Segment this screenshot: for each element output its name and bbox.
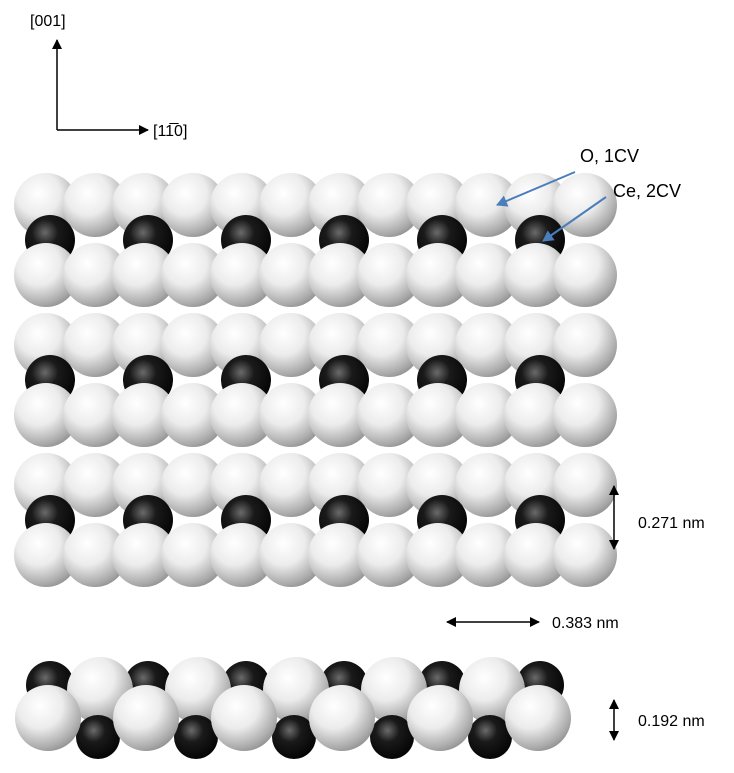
- oxygen-atom: [505, 685, 571, 751]
- oxygen-atom: [553, 383, 617, 447]
- atom-label: Ce, 2CV: [613, 181, 681, 201]
- oxygen-atom: [553, 453, 617, 517]
- atoms: [14, 173, 617, 759]
- figure: [001] [11̅0] O, 1CV Ce, 2CV 0.271 nm 0.3…: [0, 0, 734, 773]
- oxygen-atom: [211, 685, 277, 751]
- oxygen-atom: [407, 685, 473, 751]
- atom-label: O, 1CV: [580, 146, 639, 166]
- oxygen-atom: [553, 313, 617, 377]
- oxygen-atom: [309, 685, 375, 751]
- dimension-label: 0.383 nm: [552, 615, 619, 632]
- dimension-label: 0.271 nm: [638, 515, 705, 532]
- oxygen-atom: [15, 685, 81, 751]
- axis-label: [001]: [30, 13, 66, 30]
- dimension-label: 0.192 nm: [638, 713, 705, 730]
- oxygen-atom: [113, 685, 179, 751]
- oxygen-atom: [553, 243, 617, 307]
- axis-label: [11̅0]: [153, 122, 187, 140]
- oxygen-atom: [553, 523, 617, 587]
